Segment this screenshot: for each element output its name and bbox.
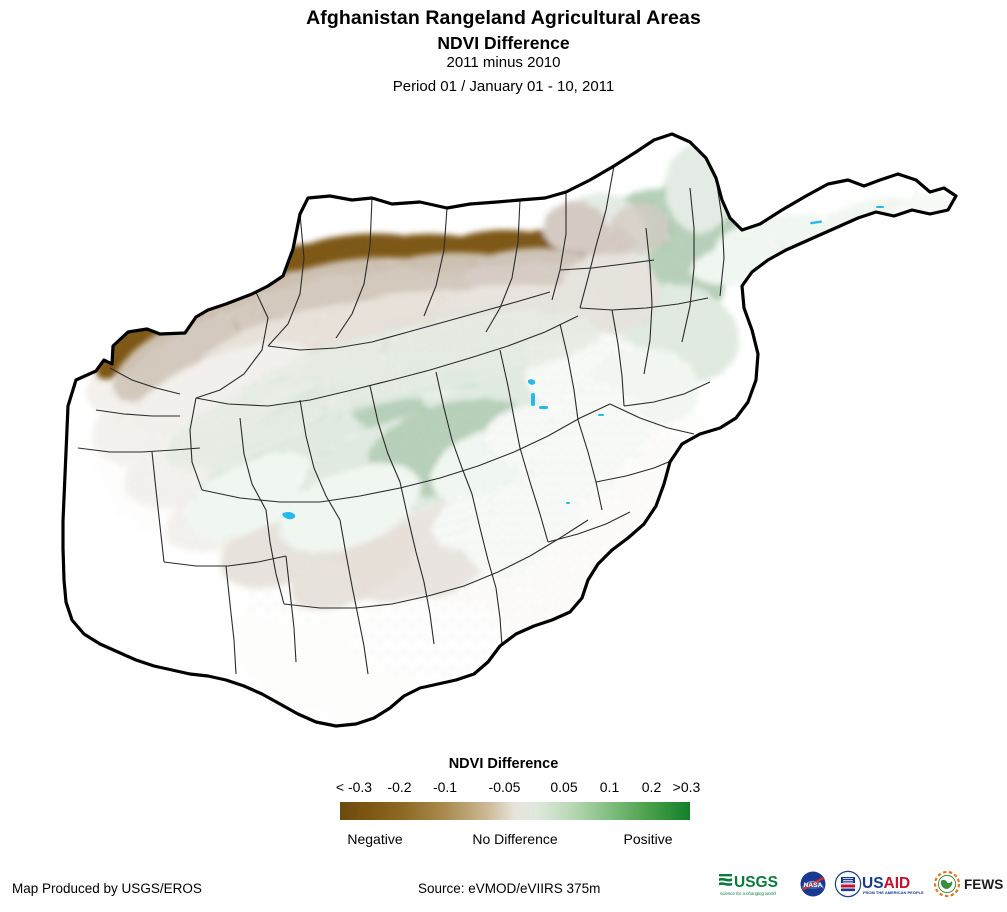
legend-tick-row: < -0.3 -0.2 -0.1 -0.05 0.05 0.1 0.2 >0.3 bbox=[0, 777, 1007, 797]
map-canvas[interactable] bbox=[0, 118, 1007, 738]
svg-text:NASA: NASA bbox=[804, 882, 823, 889]
legend-tick-2: -0.1 bbox=[432, 779, 458, 795]
legend-tick-0: < -0.3 bbox=[335, 779, 373, 795]
afghanistan-map-svg[interactable] bbox=[0, 118, 1007, 738]
svg-text:USAID: USAID bbox=[862, 875, 910, 892]
legend-colorbar bbox=[340, 802, 690, 820]
legend-category-0: Negative bbox=[347, 831, 403, 847]
map-subtitle-years: 2011 minus 2010 bbox=[446, 54, 561, 71]
logo-strip: USGS science for a changing world NASA U… bbox=[718, 868, 1007, 900]
legend-category-row: Negative No Difference Positive bbox=[0, 828, 1007, 850]
legend-title: NDVI Difference bbox=[448, 756, 559, 772]
map-period: Period 01 / January 01 - 10, 2011 bbox=[392, 78, 615, 95]
legend: NDVI Difference < -0.3 -0.2 -0.1 -0.05 0.05 0… bbox=[0, 755, 1007, 797]
usgs-logo[interactable]: USGS science for a changing world bbox=[718, 870, 792, 898]
footer-source: Source: eVMOD/eVIIRS 375m bbox=[418, 881, 601, 896]
province-borders bbox=[77, 165, 725, 675]
legend-tick-6: 0.2 bbox=[641, 779, 662, 795]
legend-tick-3: -0.05 bbox=[488, 779, 521, 795]
svg-text:USGS: USGS bbox=[734, 874, 778, 891]
footer-producer: Map Produced by USGS/EROS bbox=[12, 881, 202, 896]
legend-tick-4: 0.05 bbox=[550, 779, 578, 795]
legend-tick-7: >0.3 bbox=[672, 779, 701, 795]
nasa-logo[interactable]: NASA bbox=[799, 870, 827, 898]
legend-category-2: Positive bbox=[623, 831, 673, 847]
svg-text:FROM THE AMERICAN PEOPLE: FROM THE AMERICAN PEOPLE bbox=[863, 890, 924, 895]
country-border bbox=[61, 132, 958, 728]
svg-text:FEWS NET: FEWS NET bbox=[964, 877, 1007, 892]
map-title: Afghanistan Rangeland Agricultural Areas bbox=[306, 7, 701, 29]
svg-text:science for a changing world: science for a changing world bbox=[720, 891, 776, 896]
legend-tick-1: -0.2 bbox=[387, 779, 412, 795]
title-block: Afghanistan Rangeland Agricultural Areas… bbox=[0, 6, 1007, 97]
fewsnet-logo[interactable]: FEWS NET bbox=[933, 870, 1007, 898]
legend-tick-5: 0.1 bbox=[599, 779, 620, 795]
map-subtitle: NDVI Difference bbox=[437, 33, 570, 53]
usaid-logo[interactable]: USAID FROM THE AMERICAN PEOPLE bbox=[834, 870, 926, 898]
legend-category-1: No Difference bbox=[472, 831, 558, 847]
